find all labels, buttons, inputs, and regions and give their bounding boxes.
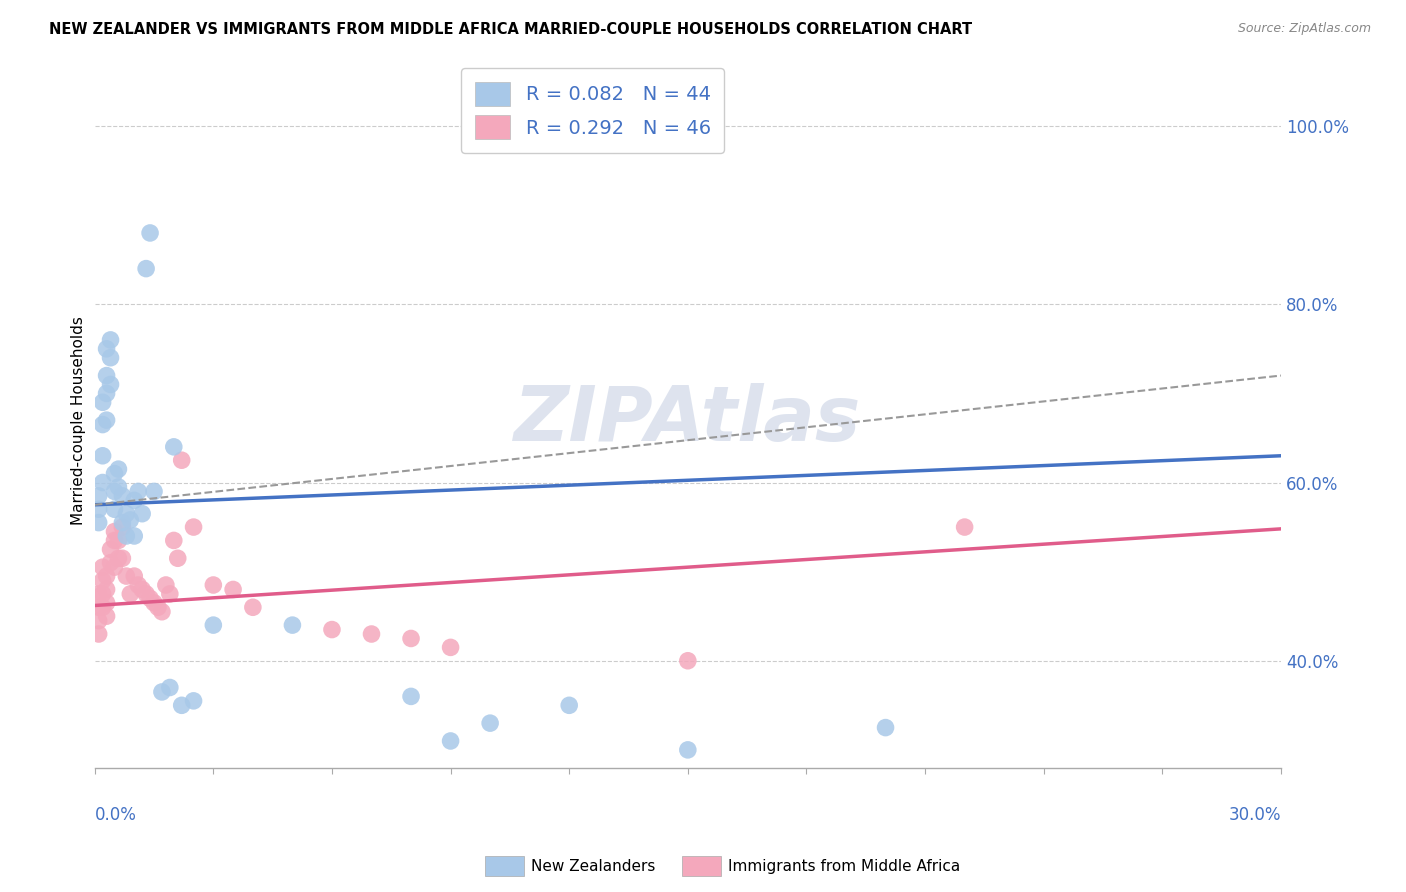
- Point: [100, 351, 122, 365]
- Text: New Zealanders: New Zealanders: [531, 859, 655, 873]
- Point: [321, 623, 343, 637]
- Point: [107, 480, 129, 494]
- Text: 0.0%: 0.0%: [94, 806, 136, 824]
- Point: [127, 484, 149, 499]
- Point: [103, 467, 125, 481]
- Point: [103, 560, 125, 574]
- Point: [111, 489, 134, 503]
- Point: [479, 716, 502, 731]
- Text: Source: ZipAtlas.com: Source: ZipAtlas.com: [1237, 22, 1371, 36]
- Point: [150, 685, 173, 699]
- Point: [439, 640, 461, 655]
- Point: [170, 698, 193, 713]
- Text: NEW ZEALANDER VS IMMIGRANTS FROM MIDDLE AFRICA MARRIED-COUPLE HOUSEHOLDS CORRELA: NEW ZEALANDER VS IMMIGRANTS FROM MIDDLE …: [49, 22, 973, 37]
- Point: [163, 533, 186, 548]
- Point: [100, 542, 122, 557]
- Point: [131, 582, 153, 597]
- Point: [122, 529, 145, 543]
- Point: [120, 587, 142, 601]
- Point: [120, 513, 142, 527]
- Point: [242, 600, 264, 615]
- Point: [91, 475, 114, 490]
- Point: [360, 627, 382, 641]
- Legend: R = 0.082   N = 44, R = 0.292   N = 46: R = 0.082 N = 44, R = 0.292 N = 46: [461, 69, 724, 153]
- Point: [100, 556, 122, 570]
- Point: [103, 484, 125, 499]
- Point: [875, 721, 897, 735]
- Point: [135, 587, 157, 601]
- Point: [100, 377, 122, 392]
- Point: [953, 520, 976, 534]
- Point: [107, 462, 129, 476]
- Point: [150, 605, 173, 619]
- Point: [558, 698, 581, 713]
- Point: [87, 489, 110, 503]
- Point: [87, 587, 110, 601]
- Text: ZIPAtlas: ZIPAtlas: [515, 384, 862, 457]
- Point: [135, 261, 157, 276]
- Point: [103, 524, 125, 539]
- Point: [87, 614, 110, 628]
- Point: [146, 600, 169, 615]
- Point: [143, 484, 166, 499]
- Point: [166, 551, 188, 566]
- Point: [122, 569, 145, 583]
- Point: [139, 591, 162, 606]
- Point: [87, 600, 110, 615]
- Point: [100, 333, 122, 347]
- Point: [183, 694, 205, 708]
- Point: [115, 507, 138, 521]
- Point: [96, 342, 118, 356]
- Point: [91, 449, 114, 463]
- Point: [439, 734, 461, 748]
- Point: [96, 582, 118, 597]
- Point: [155, 578, 177, 592]
- Point: [115, 569, 138, 583]
- Point: [91, 560, 114, 574]
- Point: [96, 368, 118, 383]
- Point: [281, 618, 304, 632]
- Point: [111, 516, 134, 530]
- Point: [103, 502, 125, 516]
- Point: [222, 582, 245, 597]
- Point: [183, 520, 205, 534]
- Text: 30.0%: 30.0%: [1229, 806, 1281, 824]
- Point: [202, 618, 225, 632]
- Point: [676, 743, 699, 757]
- Point: [170, 453, 193, 467]
- Point: [143, 596, 166, 610]
- Point: [91, 574, 114, 588]
- Point: [139, 226, 162, 240]
- Point: [87, 627, 110, 641]
- Point: [96, 596, 118, 610]
- Point: [399, 632, 422, 646]
- Point: [159, 587, 181, 601]
- Point: [159, 681, 181, 695]
- Point: [87, 502, 110, 516]
- Point: [96, 386, 118, 401]
- Point: [131, 507, 153, 521]
- Point: [202, 578, 225, 592]
- Point: [107, 533, 129, 548]
- Point: [96, 609, 118, 624]
- Y-axis label: Married-couple Households: Married-couple Households: [72, 316, 86, 524]
- Point: [96, 413, 118, 427]
- Point: [91, 587, 114, 601]
- Point: [91, 600, 114, 615]
- Point: [399, 690, 422, 704]
- Point: [127, 578, 149, 592]
- Point: [103, 533, 125, 548]
- Point: [111, 551, 134, 566]
- Point: [115, 529, 138, 543]
- Point: [91, 395, 114, 409]
- Text: Immigrants from Middle Africa: Immigrants from Middle Africa: [728, 859, 960, 873]
- Point: [87, 516, 110, 530]
- Point: [111, 520, 134, 534]
- Point: [91, 417, 114, 432]
- Point: [676, 654, 699, 668]
- Point: [107, 551, 129, 566]
- Point: [96, 569, 118, 583]
- Point: [163, 440, 186, 454]
- Point: [122, 493, 145, 508]
